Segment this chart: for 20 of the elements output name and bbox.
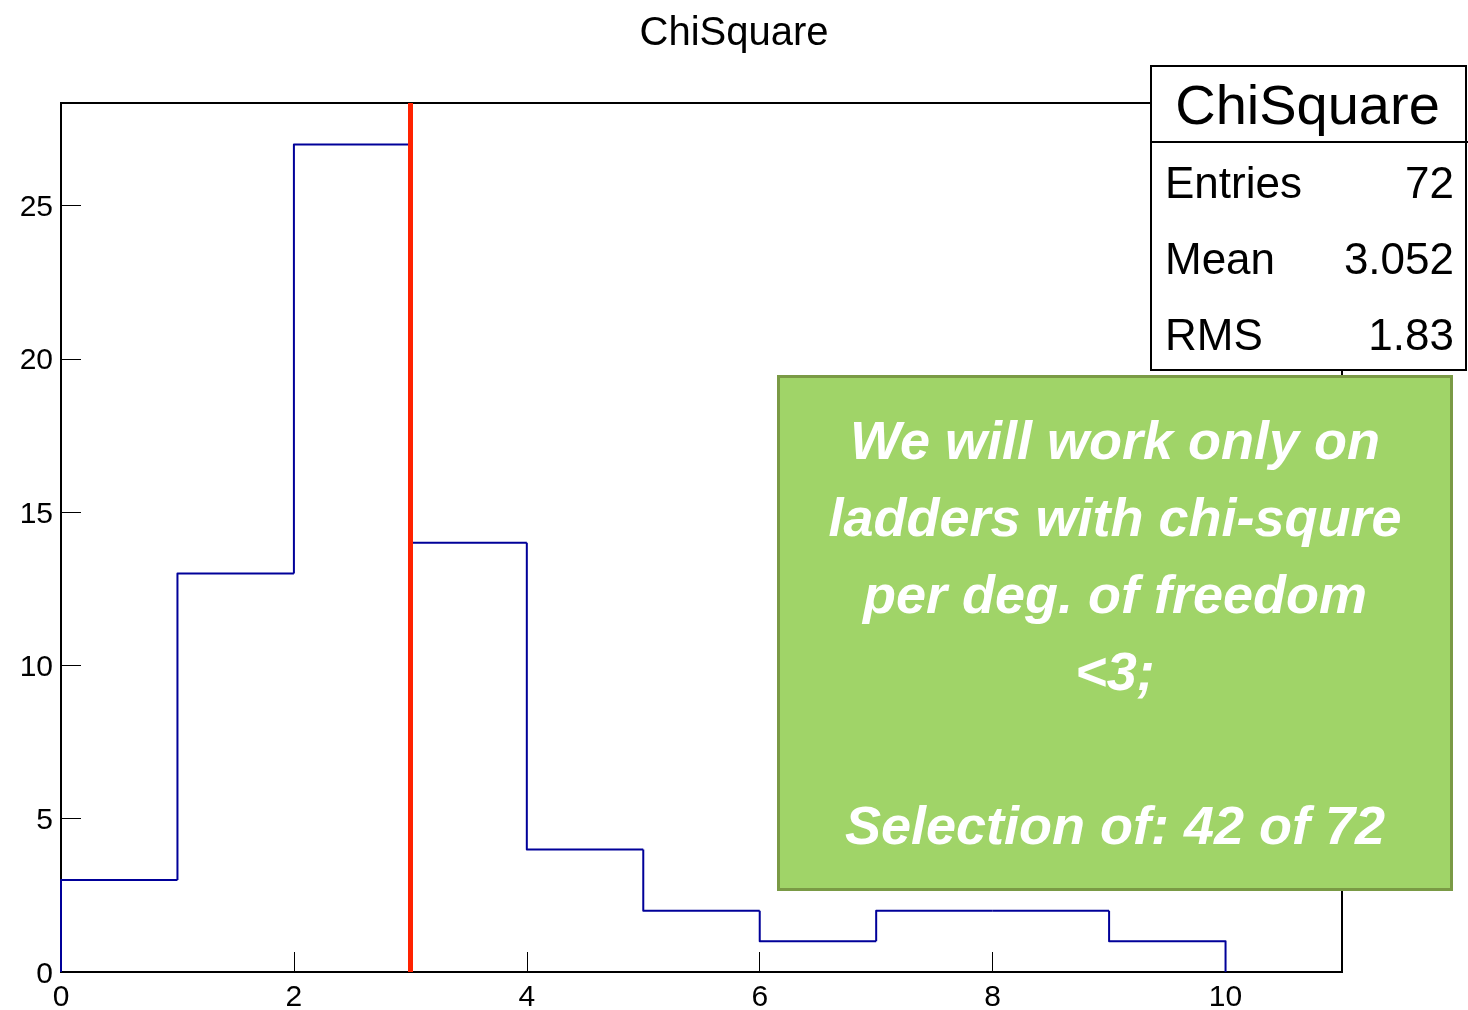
y-tick-label: 5 (36, 802, 53, 836)
y-tick-label: 20 (19, 342, 53, 376)
annotation: RMS (1165, 309, 1263, 359)
y-tick-label: 15 (19, 495, 53, 529)
x-tick-label: 2 (285, 978, 303, 1010)
y-tick-label: 25 (19, 189, 53, 223)
y-tick-label: 0 (36, 955, 53, 989)
text: 3.052 (1343, 233, 1454, 283)
x-tick-label: 4 (518, 978, 536, 1010)
chart-title: ChiSquare (639, 9, 829, 53)
annotation: Mean (1165, 233, 1276, 283)
y-tick-label: 10 (19, 648, 53, 682)
x-tick-label: 6 (751, 978, 769, 1010)
note-box: We will work only on ladders with chi-squre per deg. of freedom <3; Selection of: 42 of 72 (777, 375, 1453, 891)
text: 1.83 (1368, 309, 1454, 359)
x-tick-label: 8 (984, 978, 1001, 1010)
x-tick-label: 10 (1208, 978, 1243, 1010)
text: 72 (1405, 157, 1454, 207)
annotation: ChiSquare (1175, 72, 1440, 136)
annotation: Entries (1165, 157, 1302, 207)
